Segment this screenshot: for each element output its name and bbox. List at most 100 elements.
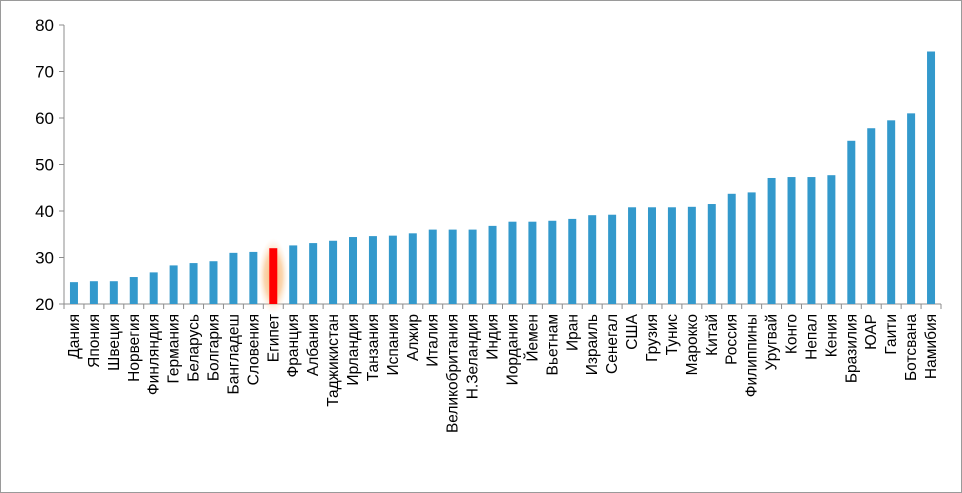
bar [309,243,318,304]
bars [69,51,936,314]
category-label: Франция [285,314,302,378]
y-tick-label: 70 [35,63,54,82]
category-label: Тунис [664,314,681,356]
category-label: Израиль [584,314,601,375]
category-label: Танзания [365,314,382,381]
category-label: Ботсвана [903,314,920,381]
category-label: Египет [265,314,282,362]
category-label: Германия [166,314,183,384]
bar [647,207,656,304]
bar [109,281,118,304]
bar [468,229,477,304]
category-label: Норвегия [126,314,143,382]
bar [209,261,218,304]
bar [528,221,537,304]
category-label: Иран [564,314,581,351]
category-label: Болгария [205,314,222,381]
bar [69,282,78,304]
category-label: Непал [803,314,820,360]
bar [628,207,637,304]
bar [747,192,756,304]
bar [847,140,856,304]
bar [608,214,617,304]
bar [448,229,457,304]
category-label: Бангладеш [225,314,242,394]
category-label: Сенегал [604,314,621,374]
bar [229,252,238,304]
bar [329,240,338,304]
bar [867,128,876,304]
category-label: Бразилия [843,314,860,383]
bar [368,236,377,304]
bar [907,113,916,304]
category-label: Италия [425,314,442,367]
category-label: Албания [305,314,322,376]
category-label: Иордания [504,314,521,385]
category-label: Йемен [523,314,541,362]
category-label: Гаити [883,314,900,355]
bar [588,215,597,304]
bar [169,265,178,304]
bar [827,175,836,304]
category-label: Намибия [923,314,940,379]
y-tick-label: 20 [35,295,54,314]
y-axis: 20 30 40 50 60 70 80 [35,16,65,314]
category-label: Н.Зеландия [465,314,482,399]
bar [548,220,557,304]
bar [508,221,517,304]
y-tick-label: 30 [35,249,54,268]
y-tick-label: 40 [35,202,54,221]
bar [568,218,577,304]
category-label: Индия [485,314,502,360]
category-label: Беларусь [186,314,203,382]
y-tick-label: 60 [35,109,54,128]
bar [89,281,98,304]
category-label: США [624,313,641,349]
bar [428,229,437,304]
bar [687,206,696,304]
category-label: Россия [724,314,741,365]
category-labels: Дания Япония Швеция Норвегия Финляндия Герман… [66,313,940,433]
category-label: Таджикистан [325,314,342,407]
category-label: Кения [823,314,840,357]
bar [349,237,358,304]
bar [129,277,138,304]
category-label: Китай [704,314,721,356]
bar [289,245,298,304]
bar [408,233,417,304]
category-label: Япония [86,314,103,368]
category-label: Великобритания [445,314,462,433]
category-label: Конго [784,314,801,354]
bar [927,51,936,304]
bar [149,272,158,304]
bar [767,177,776,304]
bar [388,235,397,304]
category-label: Уругвай [764,314,781,370]
bar [189,263,198,304]
bar [249,251,258,304]
bar [887,120,896,304]
category-label: Ирландия [345,314,362,386]
category-label: ЮАР [863,314,880,350]
bar [667,207,676,304]
category-label: Финляндия [146,314,163,395]
y-tick-label: 50 [35,156,54,175]
category-label: Грузия [644,314,661,362]
category-label: Алжир [405,314,422,361]
y-tick-label: 80 [35,16,54,35]
category-label: Дания [66,314,83,359]
category-label: Филиппины [744,314,761,397]
category-label: Марокко [684,314,701,375]
bar [807,177,816,304]
bar-highlighted [269,248,278,304]
bar [707,204,716,304]
bar [488,225,497,304]
x-axis [63,303,942,309]
bar [727,193,736,304]
category-label: Испания [385,314,402,376]
category-label: Словения [245,314,262,385]
category-label: Вьетнам [544,314,561,375]
bar [787,177,796,304]
